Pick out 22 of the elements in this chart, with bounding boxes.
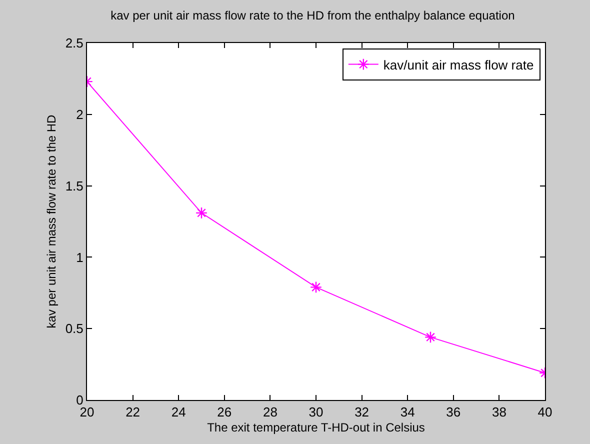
x-tick-label: 24	[171, 404, 186, 420]
point	[196, 206, 208, 219]
point	[424, 331, 436, 344]
y-tick-label: 1.5	[65, 178, 84, 194]
x-tick-label: 26	[217, 404, 232, 420]
x-tick-label: 36	[446, 404, 461, 420]
x-tick-label: 40	[538, 404, 552, 420]
x-tick-label: 38	[492, 404, 506, 420]
y-tick-label: 2	[76, 106, 84, 122]
x-tick-label: 30	[308, 404, 324, 420]
y-axis-title: kav per unit air mass flow rate to the HD	[44, 114, 59, 328]
x-tick-label: 22	[126, 404, 140, 420]
x-tick-label: 32	[354, 404, 370, 420]
y-tick-label: 0.5	[65, 321, 84, 336]
x-tick-label: 28	[262, 404, 278, 420]
point	[310, 281, 322, 294]
x-axis-title: The exit temperature T-HD-out in Celsius	[207, 420, 425, 434]
x-tick-label: 34	[400, 404, 415, 420]
y-tick-label: 1	[76, 250, 84, 265]
legend-label: kav/unit air mass flow rate	[383, 57, 534, 72]
chart-title: kav per unit air mass flow rate to the HD from the enthalpy balance equation	[110, 8, 515, 22]
y-tick-label: 2.5	[65, 36, 84, 51]
